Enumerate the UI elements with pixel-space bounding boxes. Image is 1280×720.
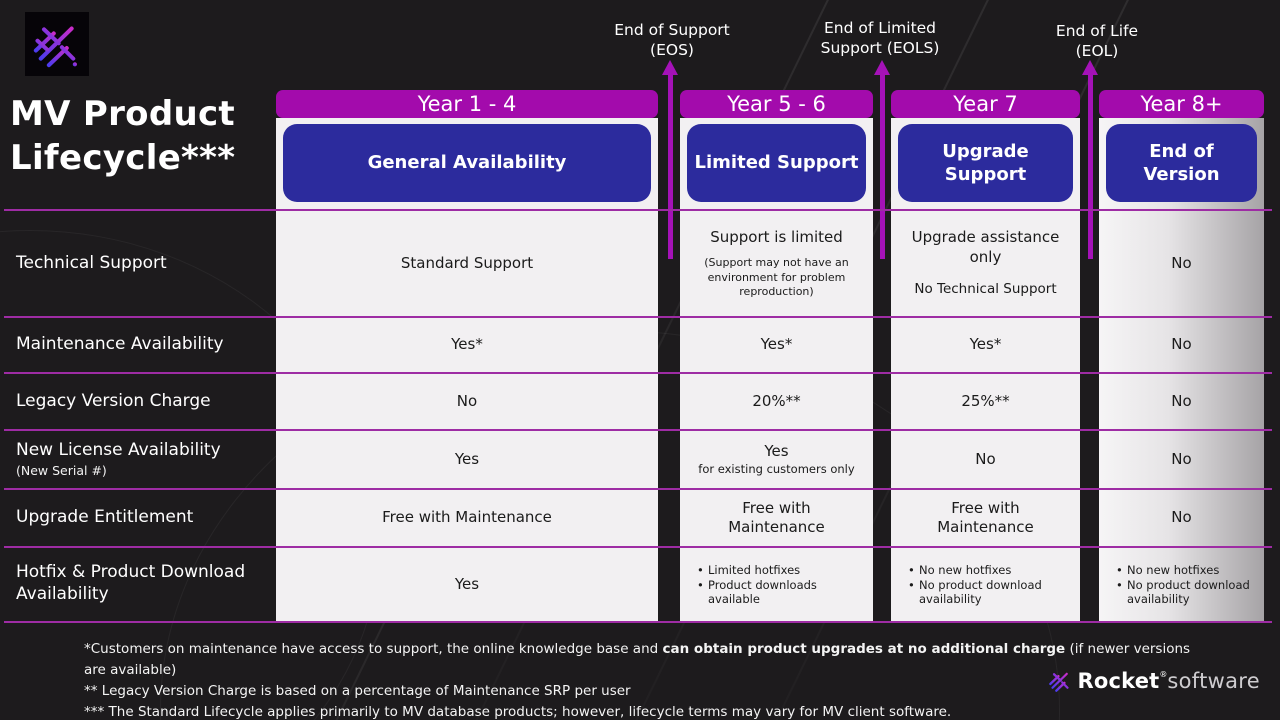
row-label-hotfix-download-availability: Hotfix & Product Download Availability <box>16 562 246 604</box>
milestone-eols-line1: End of Limited <box>823 19 937 37</box>
brand-word: Rocket <box>1077 669 1160 693</box>
table-cell: No new hotfixes No product download avai… <box>891 547 1080 623</box>
milestone-eol: End of Life (EOL) <box>1022 21 1172 61</box>
row-label-technical-support: Technical Support <box>16 252 167 273</box>
table-cell: No <box>1171 253 1192 272</box>
row-label-legacy-version-charge: Legacy Version Charge <box>16 390 211 411</box>
arrow-up-icon <box>1082 60 1098 75</box>
table-cell: Yes <box>454 449 480 468</box>
phase-badge: General Availability <box>283 124 651 202</box>
rocket-asterisk-icon <box>1049 672 1070 692</box>
column-header: Year 5 - 6 <box>680 90 873 118</box>
brand-suffix: software <box>1167 669 1260 693</box>
milestone-eos-line1: End of Support <box>614 21 730 39</box>
page-title: MV Product Lifecycle*** <box>10 94 236 179</box>
column-year-5-6: Year 5 - 6 Limited Support Support is li… <box>680 90 873 623</box>
table-cell: No <box>975 449 996 468</box>
phase-badge: Limited Support <box>687 124 866 202</box>
row-label-new-license-availability: New License Availability (New Serial #) <box>16 430 272 489</box>
table-cell: Limited hotfixes Product downloads avail… <box>680 547 873 623</box>
column-header: Year 1 - 4 <box>276 90 658 118</box>
table-cell: Free with Maintenance <box>937 498 1034 537</box>
arrow-up-icon <box>874 60 890 75</box>
rocket-mark-logo <box>25 12 89 76</box>
table-cell: Upgrade assistance only No Technical Sup… <box>911 228 1060 298</box>
column-year-1-4: Year 1 - 4 General Availability Standard… <box>276 90 658 623</box>
table-cell: Free with Maintenance <box>728 498 825 537</box>
milestone-eols-line2: Support (EOLS) <box>820 39 940 58</box>
table-cell: Yes* <box>451 335 483 354</box>
milestone-eos-line2: (EOS) <box>650 41 694 60</box>
footnote-1: *Customers on maintenance have access to… <box>84 641 1191 678</box>
row-separator <box>4 316 1272 318</box>
table-cell: No <box>1171 508 1192 527</box>
column-header: Year 7 <box>891 90 1080 118</box>
row-sublabel: (New Serial #) <box>16 462 107 478</box>
row-separator <box>4 372 1272 374</box>
footnote-2: ** Legacy Version Charge is based on a p… <box>84 682 631 699</box>
registered-mark: ® <box>1159 669 1168 679</box>
column-header: Year 8+ <box>1099 90 1264 118</box>
phase-badge: Upgrade Support <box>898 124 1073 202</box>
arrow-up-icon <box>662 60 678 75</box>
row-label-maintenance-availability: Maintenance Availability <box>16 334 224 355</box>
row-label-upgrade-entitlement: Upgrade Entitlement <box>16 507 194 528</box>
table-cell: No <box>1171 449 1192 468</box>
milestone-eol-line2: (EOL) <box>1075 42 1119 61</box>
column-year-7: Year 7 Upgrade Support Upgrade assistanc… <box>891 90 1080 623</box>
rocket-asterisk-icon <box>33 26 77 68</box>
milestone-eols: End of Limited Support (EOLS) <box>792 18 968 58</box>
table-cell: No new hotfixes No product download avai… <box>1099 547 1264 623</box>
row-separator <box>4 621 1272 623</box>
row-separator <box>4 546 1272 548</box>
table-cell: Free with Maintenance <box>382 508 552 527</box>
table-cell: Yes* <box>969 335 1002 354</box>
table-cell: 20%** <box>752 391 801 410</box>
table-cell: No <box>1171 391 1192 410</box>
table-cell: Yes <box>454 575 480 594</box>
table-cell: No <box>1171 335 1192 354</box>
phase-badge: End of Version <box>1106 124 1257 202</box>
milestone-eol-line1: End of Life <box>1055 22 1139 40</box>
row-separator <box>4 429 1272 431</box>
table-cell: 25%** <box>961 391 1010 410</box>
table-cell: No <box>456 391 478 410</box>
table-cell: Support is limited (Support may not have… <box>704 227 849 298</box>
table-cell: Yes* <box>760 335 793 354</box>
column-year-8plus: Year 8+ End of Version No No No No No No… <box>1099 90 1264 623</box>
footnote-3: *** The Standard Lifecycle applies prima… <box>84 703 952 720</box>
footnotes: *Customers on maintenance have access to… <box>84 639 1214 720</box>
row-separator <box>4 488 1272 490</box>
milestone-eos: End of Support (EOS) <box>592 20 752 60</box>
table-cell: Standard Support <box>400 253 534 272</box>
rocket-software-logo: Rocket ® software <box>1048 666 1260 696</box>
table-cell: Yes for existing customers only <box>698 441 855 477</box>
row-separator <box>4 209 1272 211</box>
